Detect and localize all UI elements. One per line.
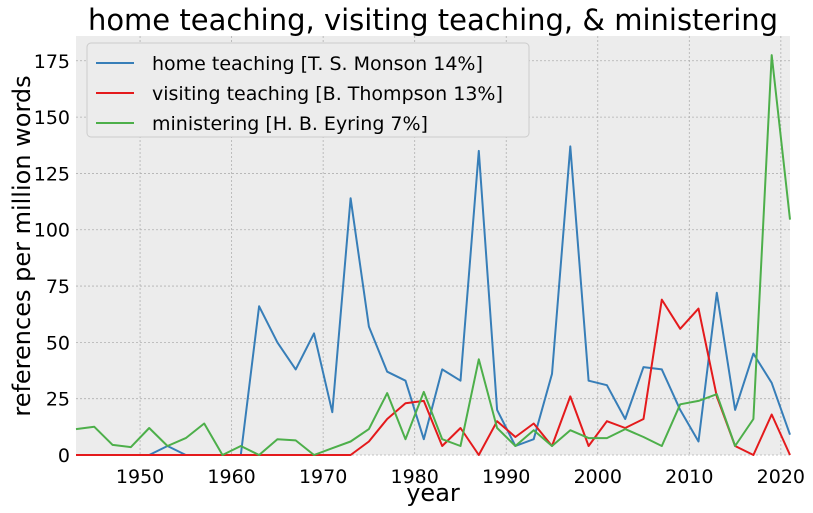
x-tick-label: 1980 (391, 466, 439, 488)
y-tick-label: 175 (34, 51, 70, 73)
series-line-1 (76, 298, 791, 456)
x-axis-label: year (406, 479, 460, 507)
legend-label-0: home teaching [T. S. Monson 14%] (152, 53, 483, 75)
series-lines (75, 54, 791, 456)
x-tick-label: 1950 (116, 466, 164, 488)
x-tick-label: 2010 (665, 466, 713, 488)
y-tick-label: 125 (34, 163, 70, 185)
chart-title: home teaching, visiting teaching, & mini… (88, 3, 778, 37)
x-tick-label: 2000 (574, 466, 622, 488)
legend-label-1: visiting teaching [B. Thompson 13%] (152, 83, 503, 105)
x-tick-label: 1960 (207, 466, 255, 488)
x-tick-label: 1990 (482, 466, 530, 488)
y-tick-label: 100 (34, 220, 70, 242)
series-line-2 (75, 54, 791, 456)
y-tick-label: 150 (34, 107, 70, 129)
legend-label-2: ministering [H. B. Eyring 7%] (152, 113, 428, 135)
y-tick-label: 0 (58, 445, 70, 467)
y-tick-label: 50 (46, 332, 70, 354)
x-tick-labels: 1950 1960 1970 1980 1990 2000 2010 2020 (116, 466, 805, 488)
x-tick-label: 2020 (757, 466, 805, 488)
y-tick-labels: 0 25 50 75 100 125 150 175 (34, 51, 70, 467)
y-tick-label: 75 (46, 276, 70, 298)
x-tick-label: 1970 (299, 466, 347, 488)
y-axis-label: references per million words (8, 75, 36, 416)
y-tick-label: 25 (46, 389, 70, 411)
legend-box (86, 42, 530, 138)
legend: home teaching [T. S. Monson 14%] visiting… (86, 42, 530, 138)
